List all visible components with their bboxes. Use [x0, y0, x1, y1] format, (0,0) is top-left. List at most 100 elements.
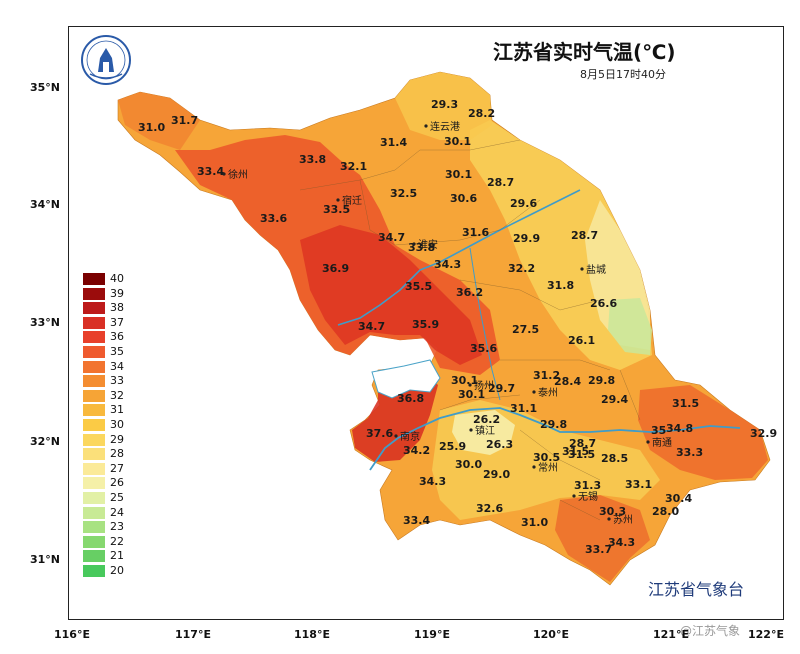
legend-swatch — [83, 462, 105, 475]
city-marker — [469, 428, 473, 432]
legend-label: 28 — [110, 447, 124, 461]
hot-zone-nanjing — [352, 368, 438, 462]
legend-label: 21 — [110, 549, 124, 563]
temperature-reading: 34.2 — [403, 444, 430, 457]
legend-swatch — [83, 316, 105, 329]
hot-zone-nantong — [638, 385, 768, 480]
temperature-reading: 29.9 — [513, 232, 540, 245]
legend-label: 25 — [110, 491, 124, 504]
temperature-reading: 28.7 — [571, 229, 598, 242]
yellow-zone-north — [395, 72, 492, 140]
legend-label: 23 — [110, 520, 124, 534]
temperature-reading: 30.5 — [533, 451, 560, 464]
y-tick-34: 34°N — [30, 198, 61, 211]
city-marker — [222, 172, 226, 176]
legend-swatch — [83, 346, 105, 358]
legend-label: 30 — [110, 418, 124, 431]
temperature-reading: 36.8 — [397, 392, 424, 405]
temperature-reading: 34.3 — [434, 258, 461, 271]
temperature-reading: 28.5 — [601, 452, 628, 465]
temperature-reading: 32.2 — [508, 262, 535, 275]
city-marker — [532, 465, 536, 469]
temperature-reading: 30.1 — [458, 388, 485, 401]
legend-swatch — [83, 448, 105, 461]
legend-label: 34 — [110, 359, 124, 373]
city-label: 连云港 — [430, 120, 460, 133]
x-tick-122: 122°E — [748, 628, 784, 641]
city-marker — [607, 517, 611, 521]
temperature-reading: 31.5 — [672, 397, 699, 410]
legend-label: 32 — [110, 388, 124, 402]
city-marker — [394, 434, 398, 438]
temperature-reading: 34.3 — [608, 536, 635, 549]
city-label: 南通 — [652, 436, 672, 449]
legend-label: 20 — [110, 564, 124, 577]
temperature-reading: 30.0 — [455, 458, 482, 471]
temperature-reading: 30.1 — [451, 374, 478, 387]
city-label: 扬州 — [474, 379, 494, 392]
legend-label: 35 — [110, 345, 124, 358]
temperature-reading: 35 — [651, 424, 666, 437]
hot-zone-core — [300, 225, 482, 365]
temperature-reading: 36.2 — [456, 286, 483, 299]
temperature-reading: 30.4 — [665, 492, 692, 505]
legend-swatch — [83, 287, 105, 300]
temperature-reading: 30.1 — [445, 168, 472, 181]
temperature-reading: 33.3 — [676, 446, 703, 459]
meteorological-bureau-logo — [80, 34, 132, 86]
temperature-reading: 28.2 — [468, 107, 495, 120]
legend-label: 38 — [110, 301, 124, 315]
temperature-reading: 31.7 — [171, 114, 198, 127]
temperature-reading: 31.6 — [462, 226, 489, 239]
legend-swatch — [83, 477, 105, 490]
warm-zone-northwest-tip — [118, 92, 200, 150]
temperature-reading: 29.3 — [431, 98, 458, 111]
temperature-reading: 34.7 — [378, 231, 405, 244]
temperature-reading: 26.3 — [486, 438, 513, 451]
temperature-reading: 32.5 — [390, 187, 417, 200]
city-marker — [580, 267, 584, 271]
temperature-reading: 32.9 — [750, 427, 777, 440]
legend-label: 40 — [110, 272, 124, 285]
temperature-reading: 33.5 — [323, 203, 350, 216]
temperature-reading: 31.5 — [568, 448, 595, 461]
legend-label: 39 — [110, 286, 124, 300]
temperature-reading: 37.6 — [366, 427, 393, 440]
city-label: 泰州 — [538, 386, 558, 399]
city-marker — [336, 198, 340, 202]
legend-label: 24 — [110, 505, 124, 519]
temperature-reading: 27.5 — [512, 323, 539, 336]
x-tick-117: 117°E — [175, 628, 211, 641]
temperature-reading: 33.1 — [625, 478, 652, 491]
city-marker — [424, 124, 428, 128]
legend-label: 22 — [110, 534, 124, 548]
city-label: 徐州 — [228, 168, 248, 181]
huai-river — [337, 189, 581, 326]
temperature-reading: 34.7 — [358, 320, 385, 333]
temperature-reading: 33.7 — [585, 543, 612, 556]
temperature-reading: 26.6 — [590, 297, 617, 310]
city-label: 南京 — [400, 430, 420, 443]
green-zone-east — [608, 298, 652, 355]
city-label: 镇江 — [475, 424, 495, 437]
city-label: 苏州 — [613, 513, 633, 526]
legend-swatch — [83, 550, 105, 563]
watermark: @江苏气象 — [680, 624, 741, 638]
legend-swatch — [83, 433, 105, 446]
legend-label: 37 — [110, 315, 124, 329]
temperature-reading: 29.7 — [488, 382, 515, 395]
legend-swatch — [83, 565, 105, 577]
temperature-reading: 30.6 — [450, 192, 477, 205]
legend-label: 31 — [110, 403, 124, 417]
temperature-reading: 29.6 — [510, 197, 537, 210]
temperature-reading: 31.4 — [380, 136, 407, 149]
city-marker — [412, 242, 416, 246]
temperature-reading: 33.8 — [299, 153, 326, 166]
temperature-reading: 34.8 — [666, 422, 693, 435]
temperature-reading: 30.3 — [599, 505, 626, 518]
temperature-reading: 31.0 — [138, 121, 165, 134]
y-tick-32: 32°N — [30, 435, 61, 448]
x-tick-119: 119°E — [414, 628, 450, 641]
city-marker — [646, 440, 650, 444]
